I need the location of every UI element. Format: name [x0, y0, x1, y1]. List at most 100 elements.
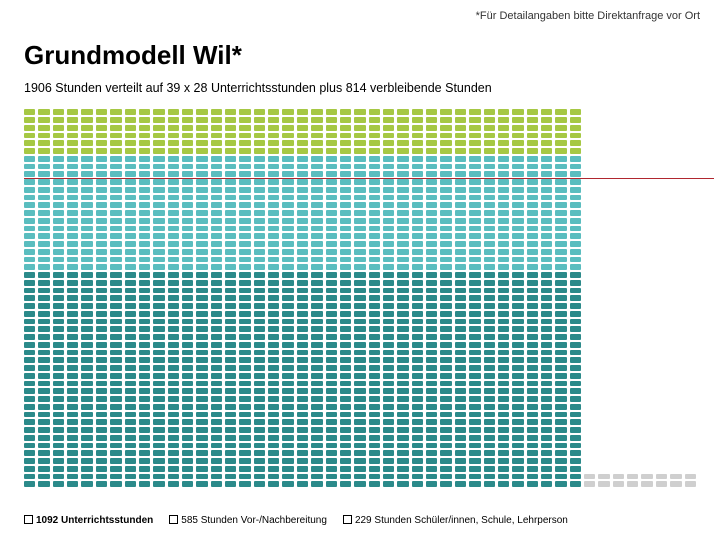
unit-cell	[268, 156, 279, 162]
unit-cell	[268, 365, 279, 371]
unit-cell	[168, 373, 179, 379]
unit-cell	[125, 241, 136, 247]
unit-cell	[455, 140, 466, 146]
unit-cell	[541, 342, 552, 348]
unit-cell	[182, 342, 193, 348]
unit-cell	[268, 257, 279, 263]
unit-cell	[555, 373, 566, 379]
unit-cell	[24, 466, 35, 472]
unit-cell	[24, 280, 35, 286]
unit-cell	[211, 156, 222, 162]
week-column	[311, 109, 322, 487]
unit-cell	[685, 381, 696, 387]
unit-cell	[24, 195, 35, 201]
unit-cell	[282, 148, 293, 154]
unit-cell	[397, 218, 408, 224]
unit-cell	[455, 319, 466, 325]
unit-cell	[613, 218, 624, 224]
unit-cell	[53, 365, 64, 371]
unit-cell	[211, 373, 222, 379]
unit-cell	[426, 140, 437, 146]
unit-cell	[139, 125, 150, 131]
unit-cell	[125, 257, 136, 263]
unit-cell	[268, 109, 279, 115]
unit-cell	[555, 257, 566, 263]
unit-cell	[670, 148, 681, 154]
unit-cell	[110, 249, 121, 255]
unit-cell	[139, 202, 150, 208]
unit-cell	[412, 412, 423, 418]
unit-cell	[641, 319, 652, 325]
unit-cell	[139, 109, 150, 115]
unit-cell	[613, 443, 624, 449]
unit-cell	[613, 202, 624, 208]
unit-cell	[469, 133, 480, 139]
unit-cell	[440, 202, 451, 208]
unit-cell	[397, 179, 408, 185]
unit-cell	[110, 295, 121, 301]
unit-cell	[168, 350, 179, 356]
unit-cell	[656, 466, 667, 472]
unit-cell	[570, 365, 581, 371]
unit-cell	[627, 226, 638, 232]
unit-cell	[685, 466, 696, 472]
unit-cell	[254, 187, 265, 193]
unit-cell	[570, 218, 581, 224]
unit-cell	[383, 450, 394, 456]
unit-cell	[469, 148, 480, 154]
unit-cell	[254, 218, 265, 224]
unit-cell	[541, 218, 552, 224]
unit-cell	[268, 187, 279, 193]
unit-cell	[53, 264, 64, 270]
unit-cell	[297, 295, 308, 301]
unit-cell	[125, 295, 136, 301]
unit-cell	[570, 195, 581, 201]
unit-cell	[153, 419, 164, 425]
unit-cell	[268, 218, 279, 224]
unit-cell	[584, 435, 595, 441]
unit-cell	[139, 319, 150, 325]
unit-cell	[641, 373, 652, 379]
unit-cell	[326, 140, 337, 146]
unit-cell	[168, 311, 179, 317]
unit-cell	[598, 466, 609, 472]
unit-cell	[627, 218, 638, 224]
unit-cell	[239, 466, 250, 472]
unit-cell	[613, 195, 624, 201]
unit-cell	[512, 474, 523, 480]
unit-cell	[369, 249, 380, 255]
unit-cell	[512, 412, 523, 418]
unit-cell	[455, 481, 466, 487]
unit-cell	[541, 133, 552, 139]
unit-cell	[627, 140, 638, 146]
unit-cell	[153, 195, 164, 201]
unit-cell	[196, 241, 207, 247]
unit-cell	[282, 140, 293, 146]
unit-cell	[168, 342, 179, 348]
unit-cell	[541, 288, 552, 294]
unit-cell	[38, 272, 49, 278]
unit-cell	[570, 264, 581, 270]
unit-cell	[254, 272, 265, 278]
unit-cell	[656, 326, 667, 332]
unit-cell	[570, 458, 581, 464]
unit-cell	[670, 109, 681, 115]
unit-cell	[297, 373, 308, 379]
unit-cell	[254, 427, 265, 433]
unit-cell	[254, 140, 265, 146]
unit-cell	[96, 481, 107, 487]
unit-cell	[38, 342, 49, 348]
unit-cell	[196, 210, 207, 216]
unit-cell	[53, 218, 64, 224]
unit-cell	[53, 388, 64, 394]
unit-cell	[340, 435, 351, 441]
unit-cell	[541, 427, 552, 433]
unit-cell	[641, 357, 652, 363]
unit-cell	[182, 125, 193, 131]
unit-cell	[527, 326, 538, 332]
unit-cell	[670, 295, 681, 301]
week-column	[297, 109, 308, 487]
unit-cell	[297, 109, 308, 115]
unit-cell	[527, 458, 538, 464]
unit-cell	[584, 125, 595, 131]
